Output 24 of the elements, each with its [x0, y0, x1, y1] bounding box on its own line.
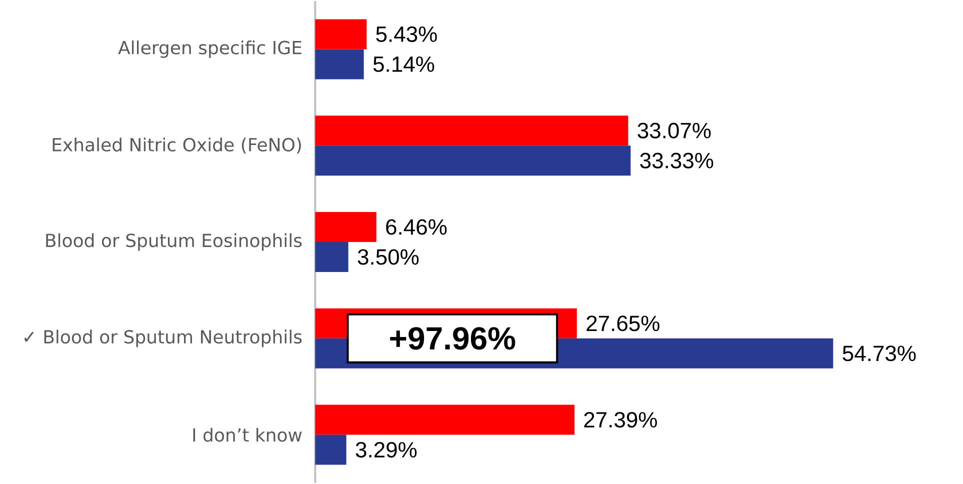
bar: [315, 434, 346, 465]
y-tick-label: Blood or Sputum Eosinophils: [46, 233, 302, 251]
data-label: 5.43%: [376, 26, 437, 42]
data-label: 6.46%: [386, 219, 447, 235]
data-label: 33.07%: [638, 122, 711, 138]
bar: [315, 146, 631, 176]
y-tick-label: I don’t know: [193, 428, 302, 442]
data-label: 5.14%: [373, 56, 434, 72]
y-tick-label: Exhaled Nitric Oxide (FeNO): [52, 138, 301, 154]
data-label: 54.73%: [842, 346, 916, 362]
data-label: 3.29%: [356, 442, 417, 458]
data-label: 27.39%: [584, 412, 657, 428]
bar: [315, 212, 376, 242]
annotation: +97.96%: [390, 327, 516, 350]
bar: [315, 19, 367, 50]
data-label: 3.50%: [358, 249, 419, 265]
data-label: 27.65%: [586, 316, 660, 332]
data-label: 33.33%: [640, 152, 714, 168]
bar: [315, 242, 348, 272]
bar: [315, 49, 364, 80]
bar: [315, 404, 574, 435]
y-tick-label: ✓ Blood or Sputum Neutrophils: [24, 330, 302, 348]
bar: [315, 116, 628, 146]
y-tick-label: Allergen specific IGE: [118, 40, 302, 58]
